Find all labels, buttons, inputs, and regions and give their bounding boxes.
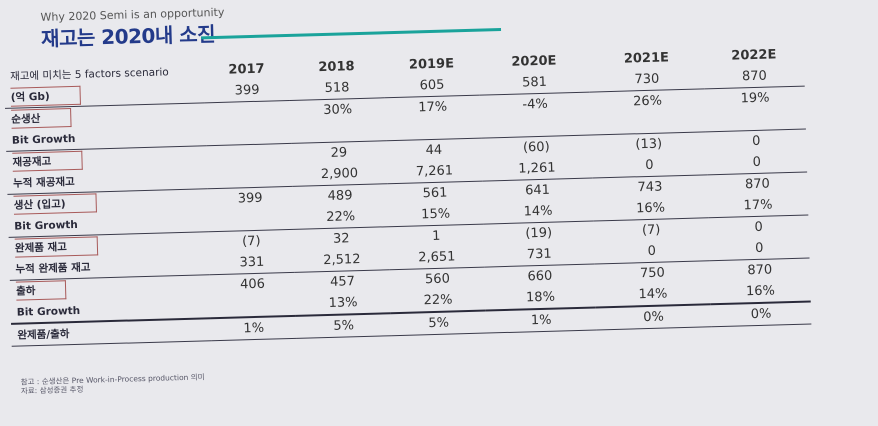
table-cell: 0%	[710, 301, 812, 327]
title-accent-line	[201, 28, 502, 40]
table-cell: 2,651	[389, 245, 485, 270]
table-cell: 14%	[638, 286, 668, 303]
table-cell	[206, 143, 292, 167]
table-cell: 399	[204, 78, 290, 103]
table-cell: 0	[708, 236, 810, 261]
table-cell: 406	[239, 276, 266, 293]
table-cell: 1	[431, 228, 441, 245]
table-cell: 15%	[387, 202, 484, 227]
table-cell: 1%	[210, 315, 297, 341]
table-cell: (19)	[525, 225, 553, 242]
table-cell: (60)	[522, 139, 550, 156]
table-cell: 399	[237, 190, 263, 207]
table-cell: 0	[754, 219, 763, 236]
table-cell: 44	[425, 142, 443, 159]
table-cell: 29	[330, 145, 348, 161]
table-cell	[290, 119, 387, 144]
table-cell: 489	[327, 188, 353, 204]
table-cell: 22%	[292, 205, 389, 230]
year-header: 2017	[228, 61, 265, 78]
table-cell: 331	[209, 250, 295, 275]
table-cell	[207, 207, 294, 232]
table-cell: (7)	[241, 233, 261, 250]
footnote: 참고 : 순생산은 Pre Work-in-Process production…	[21, 372, 205, 395]
table-cell: 561	[422, 185, 448, 202]
table-cell: 581	[479, 70, 590, 96]
table-cell: 2,512	[294, 248, 390, 273]
table-cell: 605	[384, 73, 480, 98]
table-cell	[480, 113, 592, 139]
table-cell: 16%	[745, 283, 776, 300]
table-cell: 0	[751, 133, 761, 150]
slide-title: 재고는 2020내 소진	[40, 22, 216, 51]
table-cell: 731	[484, 242, 595, 268]
year-header: 2018	[318, 59, 355, 76]
table-cell: 22%	[423, 292, 453, 309]
table-cell: 5%	[295, 313, 392, 339]
table-cell: 1%	[485, 307, 597, 334]
table-cell: 660	[527, 268, 553, 285]
table-cell: 5%	[390, 310, 487, 336]
table-cell: -4%	[522, 96, 548, 113]
table-cell: 560	[424, 271, 451, 288]
table-cell: 0%	[595, 304, 712, 330]
table-cell: 0	[706, 150, 808, 175]
table-cell: 18%	[525, 289, 556, 306]
year-header: 2022E	[731, 47, 777, 64]
table-cell	[705, 107, 806, 132]
year-header: 2019E	[408, 56, 455, 73]
table-cell: 518	[289, 76, 385, 101]
table-cell	[210, 294, 296, 318]
row-label: 완제품/출하	[11, 318, 212, 347]
table-cell: 17%	[418, 99, 448, 116]
table-cell: 870	[747, 262, 773, 279]
table-cell: 14%	[482, 199, 594, 225]
table-cell	[205, 100, 291, 124]
table-cell: 870	[704, 64, 805, 89]
table-cell: 1,261	[481, 156, 593, 182]
table-cell: 2,900	[291, 162, 388, 187]
table-cell	[205, 121, 292, 146]
table-cell: 7,261	[386, 159, 483, 184]
table-cell: 870	[744, 176, 771, 193]
table-cell: 19%	[740, 90, 770, 107]
table-cell: 641	[524, 182, 551, 199]
table-cell: 17%	[707, 193, 809, 218]
table-cell	[206, 164, 293, 189]
table-cell	[385, 116, 482, 141]
table-cell: 13%	[328, 295, 358, 311]
table-cell: 32	[332, 231, 350, 247]
table-cell: 457	[329, 274, 356, 290]
table-cell: 30%	[323, 102, 353, 119]
inventory-scenario-table: 재고에 미치는 5 factors scenario 2017 2018 201…	[4, 44, 812, 347]
